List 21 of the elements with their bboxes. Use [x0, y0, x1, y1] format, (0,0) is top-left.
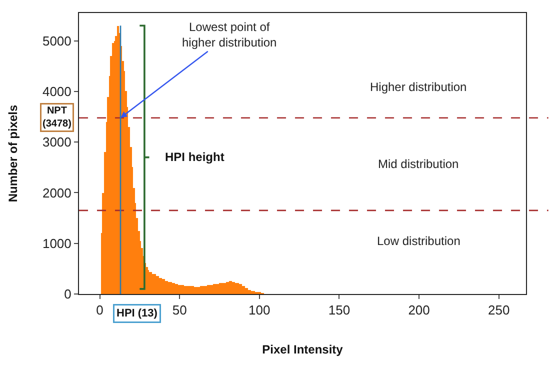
y-tick-label: 5000	[42, 33, 72, 48]
x-tick-label: 200	[408, 302, 430, 318]
y-tick-label: 2000	[42, 185, 72, 200]
annotation: Higher distribution	[370, 80, 467, 94]
ref-line-label: NPT (3478)	[42, 106, 72, 130]
y-tick-label: 0	[64, 286, 72, 302]
x-tick-label: 250	[488, 302, 510, 318]
x-axis-title: Pixel Intensity	[262, 342, 344, 356]
x-tick-label: 150	[328, 302, 350, 318]
annotation: Mid distribution	[378, 157, 459, 171]
annotation: Lowest point of higher distribution	[182, 20, 277, 50]
y-tick-label: 3000	[42, 134, 72, 150]
annotation: Low distribution	[377, 234, 460, 248]
x-tick-label: 50	[172, 302, 187, 318]
y-axis-title: Number of pixels	[6, 104, 20, 202]
x-tick-label: 100	[248, 302, 270, 318]
series-label: HPI height	[165, 150, 224, 164]
y-tick-label: 4000	[42, 84, 72, 100]
x-tick-label: 0	[96, 302, 104, 318]
y-tick-label: 1000	[42, 236, 72, 251]
ref-line-label: HPI (13)	[116, 308, 158, 320]
